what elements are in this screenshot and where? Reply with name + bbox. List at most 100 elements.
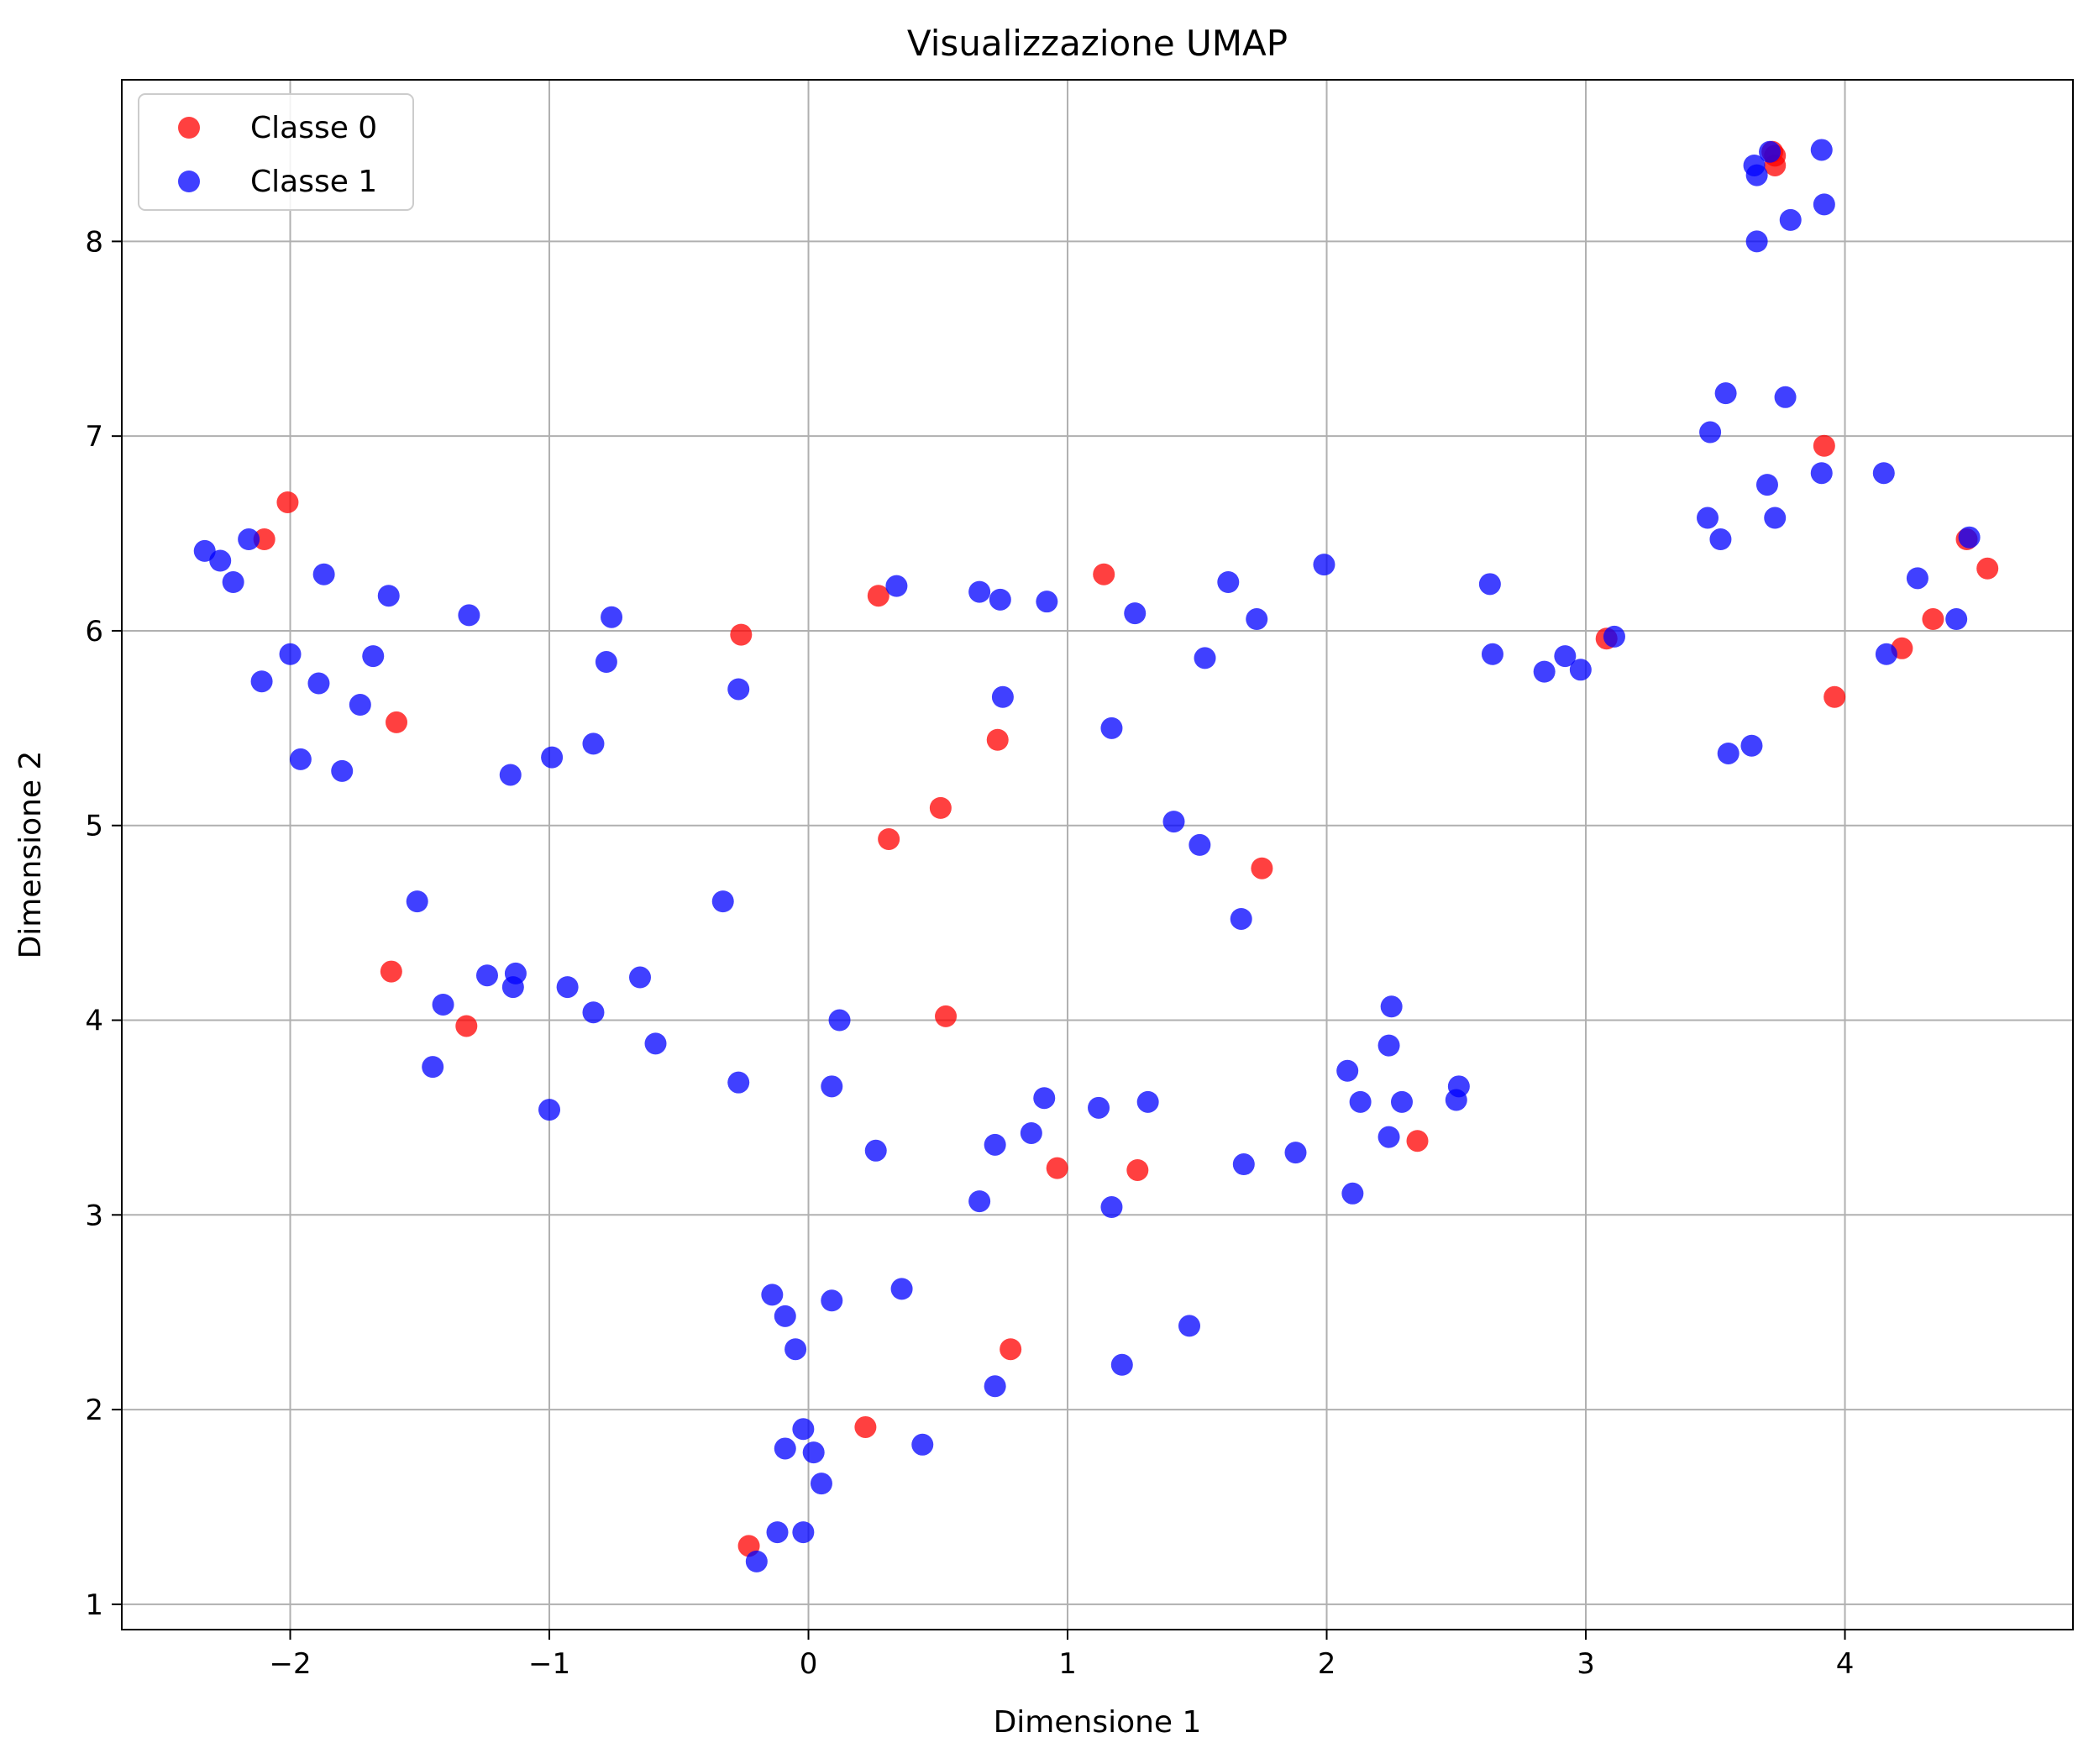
data-point-classe-1: [1020, 1121, 1042, 1144]
data-point-classe-1: [1709, 528, 1732, 551]
data-point-classe-1: [761, 1284, 784, 1306]
data-point-classe-1: [628, 966, 651, 989]
data-point-classe-0: [1922, 608, 1944, 631]
y-tick-label: 3: [85, 1199, 103, 1232]
data-point-classe-1: [458, 604, 480, 627]
x-tick-label: 3: [1577, 1647, 1595, 1681]
x-tick-label: 1: [1058, 1647, 1077, 1681]
data-point-classe-0: [1813, 434, 1835, 457]
axis-ticks: −2 −1 0 1 2 3 4 1 2 3 4 5 6 7 8: [85, 225, 1854, 1681]
data-point-classe-0: [1406, 1130, 1429, 1152]
data-point-classe-1: [1110, 1353, 1133, 1376]
data-point-classe-1: [745, 1550, 768, 1572]
data-point-classe-1: [1569, 659, 1592, 681]
data-point-classe-1: [250, 670, 273, 693]
x-tick-label: 2: [1318, 1647, 1336, 1681]
data-point-classe-1: [504, 962, 527, 984]
data-point-classe-1: [1554, 645, 1577, 668]
data-point-classe-1: [1217, 571, 1240, 594]
data-point-classe-0: [935, 1005, 958, 1027]
y-tick-label: 6: [85, 615, 103, 648]
data-point-classe-1: [1284, 1142, 1307, 1164]
y-tick-label: 4: [85, 1005, 103, 1038]
data-point-classe-1: [1481, 643, 1503, 665]
data-point-classe-1: [1341, 1182, 1364, 1205]
data-point-classe-1: [1232, 1153, 1255, 1176]
data-point-classe-1: [1740, 734, 1763, 757]
data-point-classe-0: [380, 960, 402, 983]
data-point-classe-0: [1824, 685, 1846, 708]
x-tick-label: −1: [528, 1647, 570, 1681]
data-point-classe-1: [1533, 660, 1556, 683]
data-point-classe-1: [595, 651, 617, 674]
data-point-classe-0: [867, 585, 889, 607]
grid-lines: [122, 80, 2073, 1630]
data-point-classe-0: [386, 711, 408, 733]
data-point-classe-1: [1697, 507, 1719, 529]
data-point-classe-1: [1813, 193, 1835, 216]
data-point-classe-1: [1906, 567, 1928, 590]
data-point-classe-1: [1036, 591, 1058, 613]
data-point-classe-1: [422, 1056, 444, 1079]
data-point-classe-1: [1178, 1315, 1201, 1337]
data-point-classe-1: [1699, 421, 1722, 444]
data-point-classe-1: [1230, 907, 1252, 930]
data-point-classe-1: [984, 1375, 1006, 1398]
data-point-classe-0: [878, 827, 900, 850]
data-point-classe-1: [601, 606, 623, 628]
data-point-classe-1: [774, 1305, 796, 1327]
data-point-classe-1: [1810, 139, 1833, 161]
data-point-classe-1: [984, 1133, 1006, 1156]
y-axis-label: Dimensione 2: [13, 751, 48, 959]
data-point-classe-1: [774, 1437, 796, 1460]
data-point-classe-0: [276, 491, 299, 513]
legend-marker: [178, 117, 200, 139]
data-point-classe-1: [312, 563, 335, 585]
data-point-classe-1: [802, 1441, 825, 1464]
legend: Classe 0 Classe 1: [138, 93, 414, 211]
data-point-classe-1: [1958, 526, 1981, 549]
data-point-classe-1: [1349, 1090, 1372, 1113]
data-point-classe-0: [929, 796, 952, 819]
data-point-classe-1: [582, 1001, 605, 1024]
data-point-classe-1: [1390, 1090, 1413, 1113]
data-point-classe-1: [1124, 602, 1147, 625]
data-point-classe-0: [1046, 1157, 1068, 1179]
data-point-classe-1: [1875, 643, 1897, 665]
data-point-classe-1: [1194, 647, 1216, 669]
data-point-classe-1: [222, 571, 244, 594]
data-point-classe-1: [193, 539, 216, 562]
data-point-classe-1: [1136, 1090, 1159, 1113]
data-point-classe-1: [1714, 382, 1737, 405]
data-point-classe-1: [1745, 230, 1768, 253]
data-point-classe-1: [1945, 608, 1968, 631]
chart-title: Visualizzazione UMAP: [907, 23, 1288, 64]
data-point-classe-1: [810, 1473, 832, 1495]
data-point-classe-0: [1251, 857, 1273, 879]
data-point-classe-0: [253, 528, 275, 551]
data-point-classe-1: [349, 694, 371, 717]
data-points: [193, 139, 1999, 1572]
data-point-classe-1: [307, 672, 330, 695]
data-point-classe-1: [1336, 1059, 1359, 1082]
legend-label: Classe 1: [250, 165, 377, 199]
data-point-classe-1: [1755, 474, 1778, 496]
data-point-classe-1: [792, 1521, 815, 1544]
data-point-classe-0: [1093, 563, 1115, 585]
data-point-classe-1: [991, 685, 1014, 708]
data-point-classe-1: [1872, 462, 1895, 485]
data-point-classe-1: [727, 678, 750, 701]
data-point-classe-1: [538, 1099, 561, 1121]
data-point-classe-1: [556, 976, 579, 999]
data-point-classe-0: [1976, 557, 1999, 580]
data-point-classe-1: [1100, 1196, 1123, 1219]
data-point-classe-1: [1246, 608, 1268, 631]
legend-label: Classe 0: [250, 111, 377, 145]
data-point-classe-1: [1764, 507, 1787, 529]
data-point-classe-0: [455, 1015, 478, 1037]
data-point-classe-1: [911, 1433, 934, 1456]
x-axis-label: Dimensione 1: [994, 1705, 1202, 1740]
data-point-classe-1: [209, 549, 232, 572]
